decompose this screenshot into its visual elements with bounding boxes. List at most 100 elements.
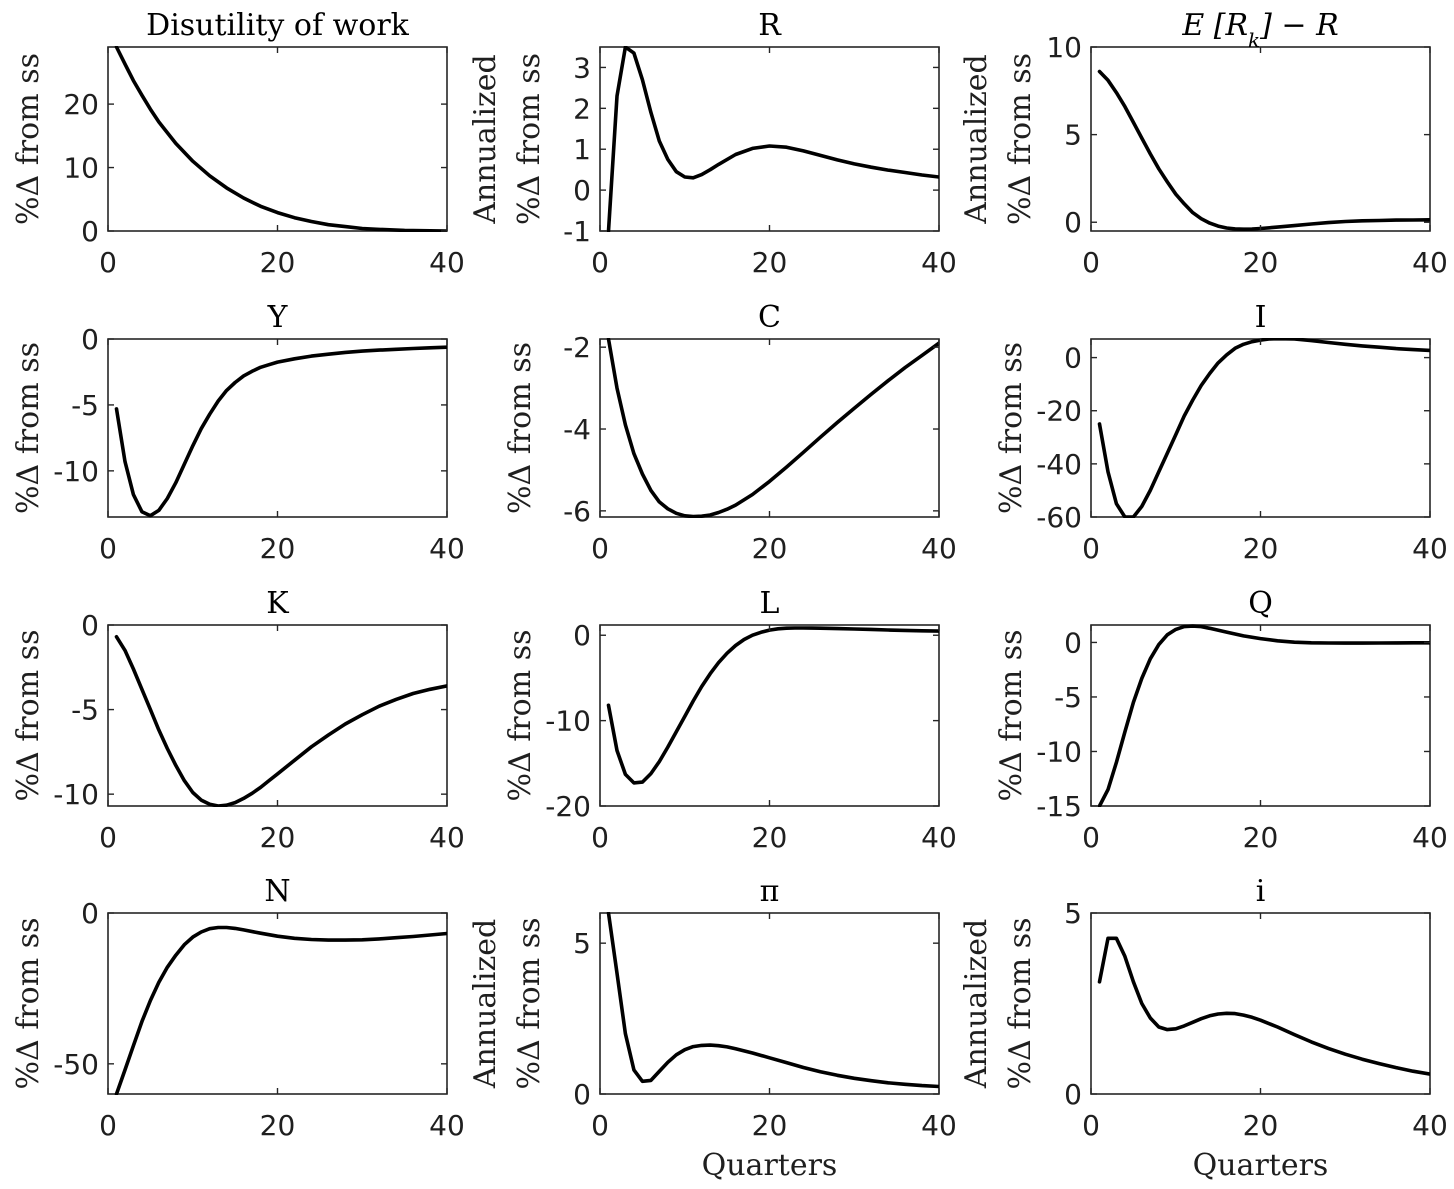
x-tick-label: 20 <box>260 246 296 279</box>
y-tick-label: -10 <box>53 455 99 488</box>
y-tick-label: 1 <box>573 133 591 166</box>
y-tick-label: -1 <box>563 215 591 248</box>
panel-9: Q 0 20 40 -15 -10 -5 0 %Δ from ss <box>994 586 1448 854</box>
y-axis-label: %Δ from ss <box>11 630 46 802</box>
x-tick-label: 40 <box>429 532 465 565</box>
x-tick-label: 40 <box>921 532 957 565</box>
y-tick-label: -5 <box>71 694 99 727</box>
y-tick-label: 0 <box>81 323 99 356</box>
x-tick-label: 0 <box>591 1109 609 1142</box>
y-axis-label: %Δ from ss <box>1003 918 1038 1090</box>
panel-title: Y <box>267 300 289 335</box>
x-tick-label: 20 <box>1243 246 1279 279</box>
x-tick-label: 0 <box>1082 246 1100 279</box>
y-tick-label: 5 <box>1064 897 1082 930</box>
y-tick-label: -10 <box>53 778 99 811</box>
panel-title: R <box>758 8 782 43</box>
y-tick-label: 5 <box>1064 119 1082 152</box>
x-tick-label: 0 <box>99 821 117 854</box>
panel-1: Disutility of work 0 20 40 0 10 20 %Δ from ss <box>11 8 465 279</box>
series-line <box>1097 69 1430 231</box>
y-tick-label: -15 <box>1036 790 1082 823</box>
x-tick-label: 40 <box>921 821 957 854</box>
y-tick-label: 10 <box>1046 31 1082 64</box>
x-tick-label: 40 <box>921 246 957 279</box>
y-tick-label: -60 <box>1036 501 1082 534</box>
panel-title: N <box>264 874 290 909</box>
x-tick-label: 0 <box>591 532 609 565</box>
series-line <box>606 46 939 232</box>
panel-title: K <box>266 586 289 621</box>
panel-title: Disutility of work <box>146 8 410 43</box>
y-tick-label: -50 <box>53 1048 99 1081</box>
series-line <box>1097 624 1430 807</box>
panel-12: i 0 20 40 0 5 Annualized %Δ from ss Quarters <box>959 874 1448 1183</box>
y-tick-label: 2 <box>573 92 591 125</box>
x-tick-label: 20 <box>1243 532 1279 565</box>
plot-area <box>107 912 448 1095</box>
series-line <box>114 46 447 232</box>
x-tick-label: 20 <box>752 821 788 854</box>
y-tick-label: -10 <box>1036 735 1082 768</box>
x-tick-label: 40 <box>921 1109 957 1142</box>
plot-area <box>107 338 448 518</box>
y-axis-label: %Δ from ss <box>503 630 538 802</box>
x-tick-label: 20 <box>752 532 788 565</box>
plot-area <box>1090 624 1431 807</box>
panel-10: N0 20 40-500%Δ from ss <box>11 874 465 1142</box>
plot-area <box>599 46 940 232</box>
y-axis-label: Annualized <box>959 919 994 1089</box>
series-line <box>606 626 939 785</box>
y-axis-label: %Δ from ss <box>11 342 46 514</box>
plot-area <box>107 46 448 232</box>
y-tick-label: -5 <box>71 389 99 422</box>
y-tick-label: 0 <box>573 1078 591 1111</box>
x-tick-label: 40 <box>1412 1109 1448 1142</box>
y-axis-label: %Δ from ss <box>1003 53 1038 225</box>
y-axis-label: Annualized <box>468 54 503 224</box>
panel-4: Y 0 20 40 -10 -5 0 %Δ from ss <box>11 300 465 565</box>
panel-title: C <box>758 300 781 335</box>
x-tick-label: 0 <box>591 246 609 279</box>
plot-area <box>599 338 940 518</box>
plot-area <box>599 912 940 1095</box>
y-tick-label: 0 <box>573 174 591 207</box>
panel-title: π <box>760 874 780 909</box>
x-tick-label: 20 <box>1243 1109 1279 1142</box>
x-tick-label: 20 <box>260 1109 296 1142</box>
y-axis-label: %Δ from ss <box>11 53 46 225</box>
x-tick-label: 20 <box>752 1109 788 1142</box>
y-tick-label: -5 <box>1054 681 1082 714</box>
x-tick-label: 20 <box>752 246 788 279</box>
y-tick-label: -6 <box>563 495 591 528</box>
x-tick-label: 0 <box>591 821 609 854</box>
y-axis-label: %Δ from ss <box>994 342 1029 514</box>
series-line <box>114 635 447 807</box>
x-tick-label: 40 <box>429 821 465 854</box>
panel-title: i <box>1256 874 1266 909</box>
panel-11: π 0 20 40 0 5 Annualized %Δ from ss Quarters <box>468 874 957 1183</box>
y-tick-label: 20 <box>63 88 99 121</box>
y-axis-label: %Δ from ss <box>11 918 46 1090</box>
panel-3: E [Rk] − R 0 20 40 0 5 10 Annualized %Δ from ss <box>959 8 1448 279</box>
x-axis-label: Quarters <box>1193 1148 1329 1183</box>
y-tick-label: 0 <box>81 215 99 248</box>
y-tick-label: -40 <box>1036 448 1082 481</box>
panel-title: Q <box>1248 586 1273 621</box>
y-tick-label: -4 <box>563 413 591 446</box>
series-line <box>1097 338 1430 518</box>
y-tick-label: 0 <box>1064 626 1082 659</box>
series-line <box>606 338 939 518</box>
y-axis-label: %Δ from ss <box>503 342 538 514</box>
y-axis-label: %Δ from ss <box>994 630 1029 802</box>
series-line <box>1097 936 1430 1076</box>
y-tick-label: 0 <box>1064 342 1082 375</box>
x-tick-label: 0 <box>1082 1109 1100 1142</box>
y-tick-label: 0 <box>573 619 591 652</box>
y-tick-label: 10 <box>63 152 99 185</box>
y-tick-label: 3 <box>573 51 591 84</box>
series-line <box>606 912 939 1089</box>
series-line <box>114 345 447 518</box>
y-tick-label: -20 <box>1036 395 1082 428</box>
